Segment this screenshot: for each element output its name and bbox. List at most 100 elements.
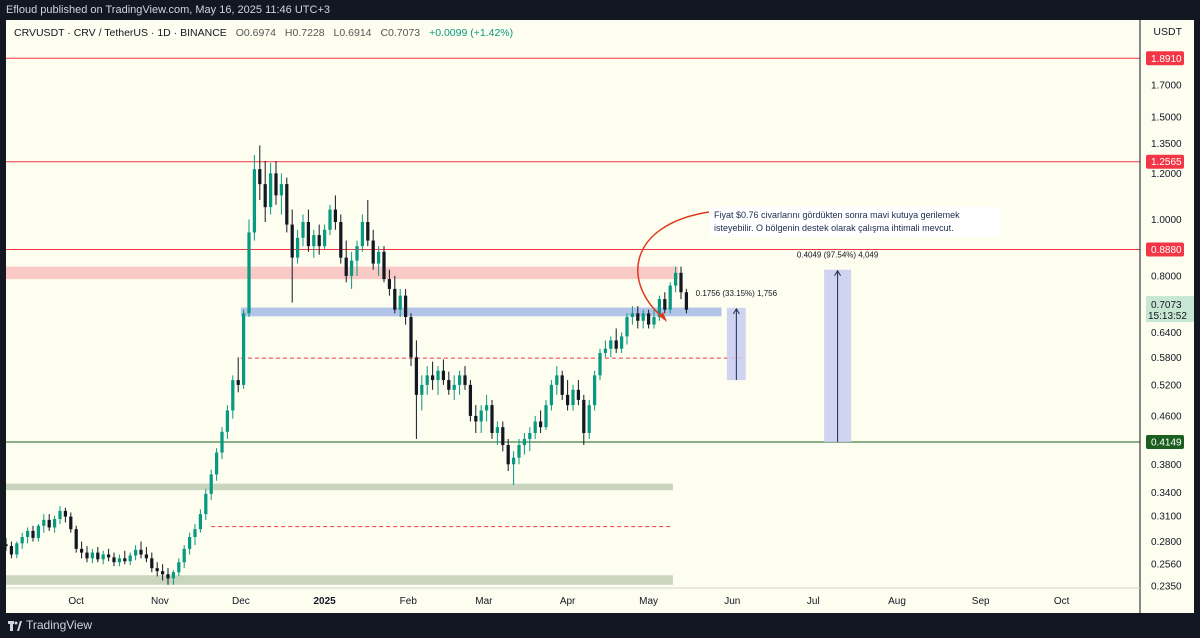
price-tick-3: 1.2000: [1151, 169, 1182, 180]
candle-body-26: [144, 554, 149, 559]
candle-body-116: [630, 313, 635, 318]
candle-body-60: [328, 209, 332, 230]
candle-body-104: [565, 394, 570, 406]
candle-body-34: [187, 537, 192, 549]
candle-body-74: [403, 295, 408, 318]
tradingview-logo-icon: [8, 620, 22, 631]
zone-green-2: [6, 483, 673, 491]
candle-body-24: [133, 549, 138, 556]
candle-body-0: [6, 544, 8, 547]
candle-body-89: [484, 405, 489, 411]
price-tick-10: 0.3800: [1151, 460, 1182, 471]
candle-body-122: [663, 299, 667, 310]
candle-body-42: [231, 380, 235, 411]
candle-body-95: [517, 445, 521, 458]
price-tick-0: 1.7000: [1151, 81, 1182, 92]
time-tick-0: Oct: [68, 596, 84, 607]
candle-body-117: [636, 313, 640, 321]
candle-body-83: [452, 384, 456, 390]
candle-body-35: [193, 529, 197, 538]
candle-body-94: [511, 457, 516, 465]
arrow-layer: [637, 211, 710, 322]
candle-body-97: [528, 432, 532, 439]
time-tick-5: Mar: [475, 596, 493, 607]
footer-bar: TradingView: [0, 613, 1200, 638]
price-tick-9: 0.4600: [1151, 411, 1182, 422]
level-label-bg-2: [1146, 242, 1184, 257]
candle-body-70: [382, 251, 386, 280]
candle-body-46: [252, 169, 257, 233]
candle-body-124: [673, 272, 678, 286]
candle-body-108: [587, 405, 591, 433]
level-label-1: 1.2565: [1151, 157, 1182, 168]
candle-body-33: [182, 548, 186, 563]
candle-body-63: [344, 257, 348, 276]
candle-body-61: [333, 209, 338, 223]
candle-body-45: [247, 232, 251, 314]
symbol-name: CRVUSDT · CRV / TetherUS · 1D · BINANCE: [14, 27, 227, 39]
last-price-countdown: 15:13:52: [1148, 311, 1187, 322]
price-chart[interactable]: 0.1756 (33.15%) 1,756 0.4049 (97.54%) 4,0…: [6, 20, 1194, 613]
legend-change: +0.0099 (+1.42%): [429, 27, 514, 39]
level-label-bg-3: [1146, 435, 1184, 450]
candle-body-47: [258, 169, 262, 185]
candle-body-81: [441, 370, 446, 381]
candle-body-23: [128, 555, 132, 562]
candle-body-51: [279, 184, 284, 196]
level-label-bg-0: [1146, 51, 1184, 66]
candle-body-111: [603, 348, 608, 353]
legend-high: H0.7228: [284, 27, 325, 39]
axis-layer: 1.7000 1.5000 1.3500 1.2000 1.0000 0.8000 0.64…: [6, 20, 1194, 613]
price-tick-2: 1.3500: [1151, 139, 1182, 150]
candle-body-2: [15, 543, 19, 555]
candle-body-21: [117, 558, 122, 563]
price-tick-4: 1.0000: [1151, 215, 1182, 226]
candle-body-18: [101, 554, 105, 560]
publisher-line: Efloud published on TradingView.com, May…: [6, 4, 330, 16]
candle-body-1: [9, 546, 14, 555]
zone-pink-0: [6, 266, 679, 280]
candle-body-72: [393, 288, 397, 310]
candle-body-19: [106, 554, 111, 558]
candle-body-12: [69, 516, 73, 530]
candle-body-100: [544, 405, 548, 428]
annotation-arrowhead: [659, 312, 667, 322]
candle-body-49: [268, 173, 273, 208]
candle-body-78: [425, 375, 429, 385]
candle-body-17: [96, 552, 100, 560]
level-label-3: 0.4149: [1151, 438, 1182, 449]
price-tick-15: 0.2350: [1151, 581, 1182, 592]
candle-body-52: [285, 184, 289, 225]
candle-body-82: [447, 380, 451, 390]
candle-body-71: [387, 279, 392, 289]
candle-body-113: [614, 340, 618, 349]
candle-body-73: [398, 295, 402, 310]
candle-body-54: [295, 237, 300, 258]
candle-body-88: [479, 410, 483, 422]
time-tick-10: Aug: [888, 596, 906, 607]
currency-label: USDT: [1153, 26, 1182, 38]
publisher-bar: Efloud published on TradingView.com, May…: [0, 0, 1200, 20]
footer-brand: TradingView: [26, 618, 93, 632]
level-label-bg-1: [1146, 154, 1184, 169]
candle-body-76: [414, 357, 419, 395]
price-tick-5: 0.8000: [1151, 271, 1182, 282]
candle-body-102: [555, 375, 559, 385]
zone-green-3: [6, 575, 673, 585]
candle-body-93: [506, 445, 510, 465]
candle-body-101: [549, 384, 554, 406]
price-tick-1: 1.5000: [1151, 112, 1182, 123]
candle-body-10: [58, 510, 62, 520]
chart-area[interactable]: 0.1756 (33.15%) 1,756 0.4049 (97.54%) 4,0…: [6, 20, 1194, 613]
candle-body-39: [214, 452, 219, 475]
candle-body-69: [376, 251, 381, 264]
candle-body-48: [263, 184, 267, 208]
measure-label-1: 0.4049 (97.54%) 4,049: [797, 251, 879, 260]
candle-body-80: [436, 370, 440, 381]
time-tick-3: 2025: [313, 596, 336, 607]
candle-body-43: [236, 380, 240, 385]
candle-body-98: [533, 421, 537, 433]
measure-arrowhead-1: [834, 269, 842, 276]
candle-body-105: [571, 389, 575, 406]
time-tick-7: May: [639, 596, 658, 607]
